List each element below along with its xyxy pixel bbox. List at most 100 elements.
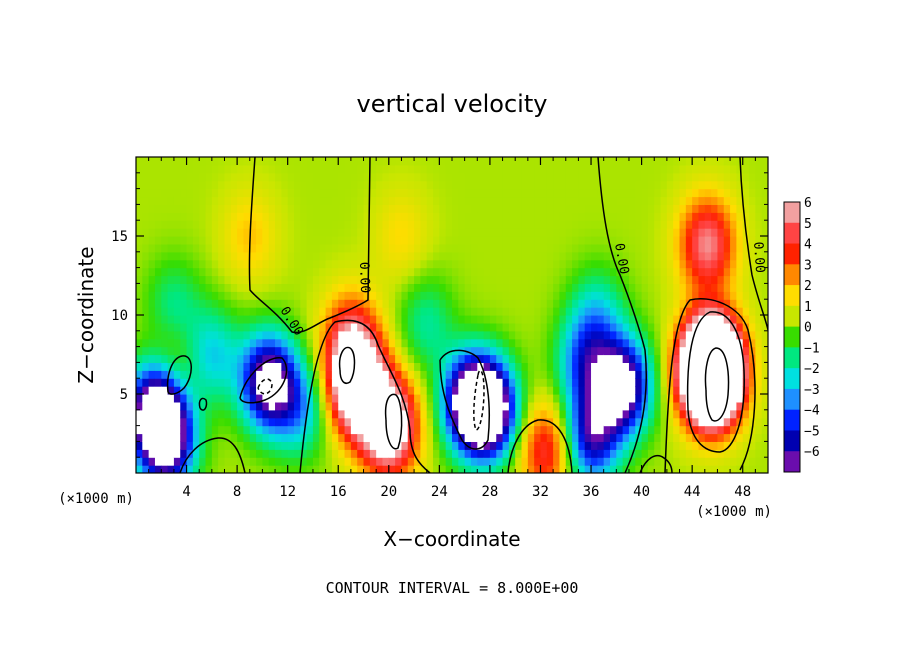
- heat-cell: [180, 204, 188, 213]
- heat-cell: [344, 291, 352, 300]
- heat-cell: [749, 196, 756, 205]
- heat-cell: [717, 180, 725, 190]
- heat-cell: [628, 330, 636, 340]
- heat-cell: [180, 267, 188, 277]
- heat-cell: [376, 236, 384, 245]
- heat-cell: [736, 259, 744, 269]
- heat-cell: [635, 433, 643, 442]
- x-axis: 4 8 12 16 20 24 28 32 36 40 44 48: [148, 157, 769, 500]
- heat-cell: [256, 457, 263, 466]
- heat-cell: [717, 338, 725, 348]
- heat-cell: [496, 196, 504, 205]
- heat-cell: [742, 433, 750, 442]
- heat-cell: [306, 164, 314, 174]
- heat-cell: [338, 204, 346, 213]
- heat-cell: [312, 212, 320, 221]
- heat-cell: [673, 291, 681, 300]
- heat-cell: [685, 180, 693, 190]
- heat-cell: [470, 196, 478, 205]
- colorbar-swatch: [784, 243, 800, 265]
- heat-cell: [420, 204, 428, 213]
- heat-cell: [376, 172, 384, 182]
- heat-cell: [470, 180, 478, 190]
- heat-cell: [148, 457, 156, 466]
- heat-cell: [287, 180, 295, 190]
- heat-cell: [300, 370, 308, 379]
- heat-cell: [382, 433, 390, 442]
- heat-cell: [420, 188, 428, 198]
- heat-cell: [553, 251, 561, 261]
- heat-cell: [704, 441, 712, 450]
- heat-cell: [546, 425, 554, 435]
- heat-cell: [312, 417, 320, 427]
- heat-cell: [597, 243, 605, 253]
- heat-cell: [407, 299, 415, 308]
- heat-cell: [388, 394, 396, 403]
- heat-cell: [584, 243, 592, 253]
- heat-cell: [262, 378, 270, 387]
- heat-cell: [142, 220, 150, 229]
- heat-cell: [218, 180, 226, 190]
- heat-cell: [192, 243, 200, 253]
- heat-cell: [527, 457, 535, 466]
- heat-cell: [325, 346, 333, 356]
- heat-cell: [483, 449, 491, 458]
- heat-cell: [483, 322, 491, 332]
- heat-cell: [742, 157, 750, 166]
- heat-cell: [154, 457, 162, 466]
- heat-cell: [572, 275, 579, 284]
- heat-cell: [344, 251, 352, 261]
- heat-cell: [616, 307, 624, 316]
- heat-cell: [173, 425, 181, 435]
- heat-cell: [723, 346, 731, 356]
- heat-cell: [635, 243, 643, 253]
- heat-cell: [357, 322, 365, 332]
- heat-cell: [717, 236, 725, 245]
- heat-cell: [673, 251, 681, 261]
- heat-cell: [666, 196, 674, 205]
- heat-cell: [666, 346, 674, 356]
- heat-cell: [369, 322, 377, 332]
- heat-cell: [414, 370, 421, 379]
- heat-cell: [369, 251, 377, 261]
- heat-cell: [407, 433, 415, 442]
- heat-cell: [635, 370, 643, 379]
- heat-cell: [692, 243, 700, 253]
- heat-cell: [521, 378, 529, 387]
- heat-cell: [363, 433, 371, 442]
- heat-cell: [591, 370, 598, 379]
- heat-cell: [199, 164, 207, 174]
- heat-cell: [711, 267, 719, 277]
- heat-cell: [742, 354, 750, 363]
- heat-cell: [502, 283, 510, 292]
- heat-cell: [559, 330, 567, 340]
- heat-cell: [515, 164, 523, 174]
- heat-cell: [489, 362, 497, 371]
- heat-cell: [610, 180, 617, 190]
- heat-cell: [628, 188, 636, 198]
- heat-cell: [249, 425, 257, 435]
- heat-cell: [647, 449, 655, 458]
- heat-cell: [401, 386, 409, 395]
- heat-cell: [685, 330, 693, 340]
- heat-cell: [363, 401, 371, 411]
- heat-cell: [572, 354, 579, 363]
- heat-cell: [363, 283, 371, 292]
- heat-cell: [224, 401, 232, 411]
- heat-cell: [218, 354, 226, 363]
- heat-cell: [180, 409, 188, 419]
- heat-cell: [692, 204, 700, 213]
- heat-cell: [452, 330, 459, 340]
- heat-cell: [565, 315, 573, 324]
- heat-cell: [647, 236, 655, 245]
- heat-cell: [420, 417, 428, 427]
- heat-cell: [344, 441, 352, 450]
- heat-cell: [401, 378, 409, 387]
- heat-cell: [382, 251, 390, 261]
- heat-cell: [136, 172, 143, 182]
- heat-cell: [275, 441, 282, 450]
- heat-cell: [161, 417, 169, 427]
- heat-cell: [698, 457, 706, 466]
- heat-cell: [287, 441, 295, 450]
- heat-cell: [262, 394, 270, 403]
